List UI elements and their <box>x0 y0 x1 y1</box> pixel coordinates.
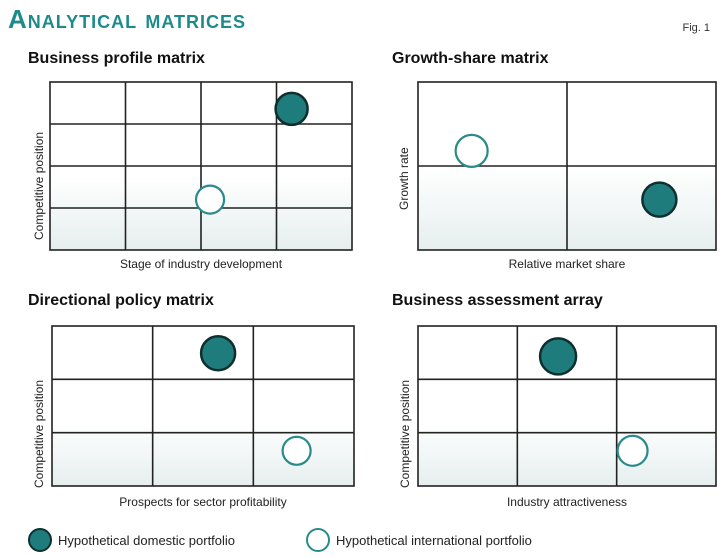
panel-title-business-profile: Business profile matrix <box>28 50 205 67</box>
axis-x-label: Industry attractiveness <box>506 495 628 509</box>
international-portfolio-marker <box>616 434 649 467</box>
domestic-portfolio-marker <box>199 334 237 372</box>
domestic-portfolio-marker <box>538 337 578 376</box>
filled-circle-icon <box>28 528 52 552</box>
international-portfolio-marker <box>454 133 489 168</box>
axis-y-label: Competitive position <box>32 131 46 240</box>
panel-title-business-assessment: Business assessment array <box>392 292 603 309</box>
domestic-portfolio-marker <box>274 91 309 127</box>
growth-share-matrix-grid <box>417 81 717 251</box>
business-profile-matrix-grid <box>49 81 353 251</box>
axis-x-label: Prospects for sector profitability <box>119 495 287 509</box>
axis-x-label: Stage of industry development <box>119 257 283 271</box>
legend-international-label: Hypothetical international portfolio <box>336 532 532 548</box>
grid-lines <box>51 325 355 487</box>
directional-policy-matrix-grid <box>51 325 355 487</box>
figure-title: Analytical matrices <box>8 4 246 34</box>
business-assessment-array-grid <box>417 325 717 487</box>
legend-domestic-label: Hypothetical domestic portfolio <box>58 532 236 548</box>
axis-x-label: Relative market share <box>508 257 626 271</box>
panel-title-growth-share: Growth-share matrix <box>392 50 549 67</box>
legend-international: Hypothetical international portfolio <box>306 528 532 552</box>
shaded-region <box>418 422 716 486</box>
legend-domestic: Hypothetical domestic portfolio <box>28 528 235 552</box>
panel-title-directional-policy: Directional policy matrix <box>28 292 214 309</box>
axis-y-label: Competitive position <box>398 379 412 488</box>
open-circle-icon <box>306 528 330 552</box>
figure-number: Fig. 1 <box>682 22 710 34</box>
axis-y-label: Competitive position <box>32 379 46 488</box>
grid-lines <box>417 325 717 487</box>
international-portfolio-marker <box>194 184 226 215</box>
domestic-portfolio-marker <box>641 181 678 218</box>
axis-y-label: Growth rate <box>397 147 411 210</box>
international-portfolio-marker <box>281 435 312 466</box>
